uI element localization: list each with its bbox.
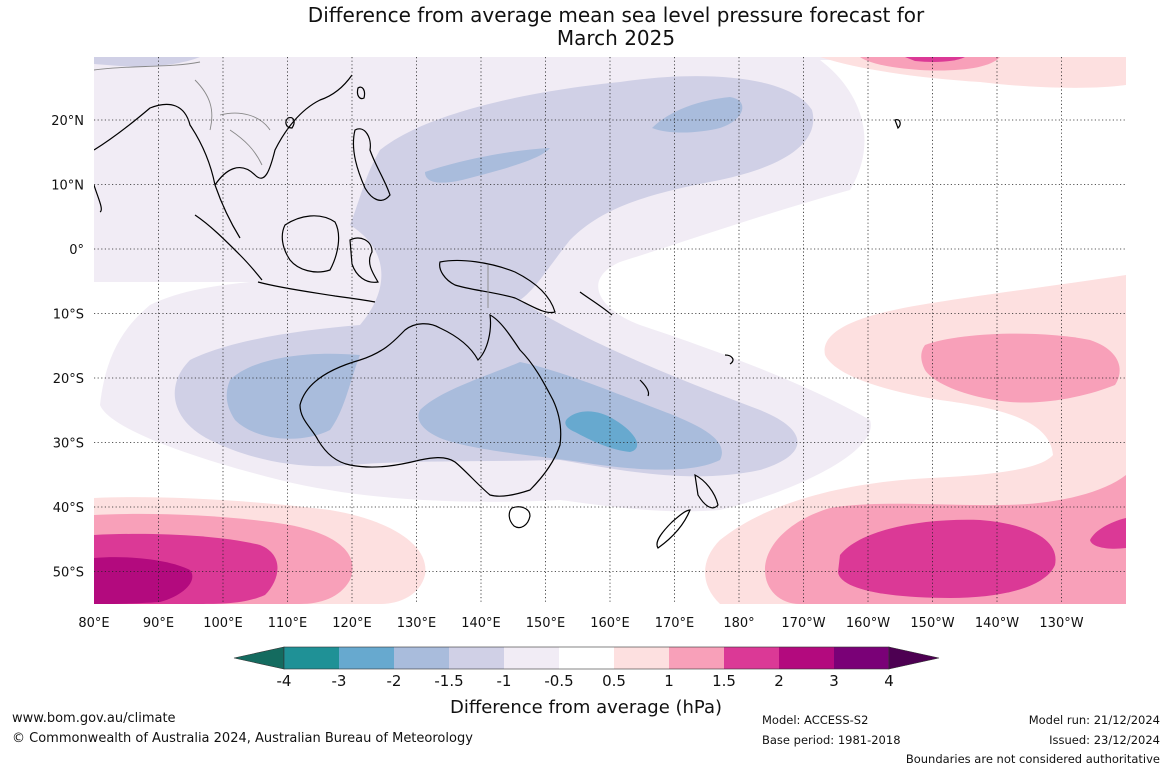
colorbar-title: Difference from average (hPa) <box>450 697 722 718</box>
colorbar-tick-label: 4 <box>884 672 894 690</box>
philippines-coastline <box>352 128 391 201</box>
copyright-text: © Commonwealth of Australia 2024, Austra… <box>12 731 473 746</box>
longitude-label: 170°W <box>781 616 825 631</box>
longitude-labels: 80°E 90°E 100°E 110°E 120°E 130°E 140°E 150°E 16… <box>78 616 1083 631</box>
latitude-label: 0° <box>69 243 84 258</box>
coastlines <box>94 74 901 549</box>
anomaly-region-negative-2-tasman <box>565 411 638 452</box>
colorbar-segment <box>394 647 449 669</box>
sumatra-java-coastline <box>194 214 376 303</box>
sulawesi-coastline <box>349 237 379 283</box>
colorbar-segment <box>724 647 779 669</box>
taiwan-hainan-coastline <box>285 86 366 129</box>
anomaly-region-positive-15-southeast <box>838 519 1056 598</box>
anomaly-region-positive-2-southwest <box>94 557 193 604</box>
graticule <box>94 57 1126 604</box>
model-run-text: Model run: 21/12/2024 <box>1028 713 1160 727</box>
pacific-islands-coastline <box>579 119 901 397</box>
colorbar-tick-label: 2 <box>774 672 784 690</box>
new-guinea-coastline <box>439 259 556 314</box>
anomaly-region-negative-05-west <box>94 57 260 218</box>
colorbar-segment <box>504 647 559 669</box>
longitude-label: 160°W <box>846 616 890 631</box>
colorbar-tick-label: -0.5 <box>544 672 573 690</box>
latitude-label: 20°S <box>53 372 84 387</box>
longitude-label: 130°W <box>1039 616 1083 631</box>
base-period-text: Base period: 1981-2018 <box>762 733 901 747</box>
anomaly-region-negative-15-west-australia <box>226 353 360 439</box>
issued-text: Issued: 23/12/2024 <box>1049 733 1160 747</box>
tasmania-coastline <box>508 506 531 529</box>
longitude-label: 120°E <box>332 616 372 631</box>
colorbar-tick-label: -1 <box>497 672 512 690</box>
colorbar-segment <box>779 647 834 669</box>
anomaly-region-positive-15-north <box>905 57 965 62</box>
anomaly-region-positive-15-far-east <box>1090 518 1126 549</box>
colorbar-segment <box>339 647 394 669</box>
new-zealand-coastline <box>656 473 719 549</box>
anomaly-region-negative-15-north <box>425 148 550 183</box>
colorbar-segment <box>559 647 614 669</box>
longitude-label: 140°E <box>461 616 501 631</box>
latitude-label: 40°S <box>53 501 84 516</box>
colorbar-max-extension <box>888 646 940 670</box>
latitude-label: 20°N <box>51 114 84 129</box>
latitude-labels: 20°N 10°N 0° 10°S 20°S 30°S 40°S 50°S <box>51 114 84 581</box>
anomaly-region-positive-1-north <box>860 57 1000 71</box>
latitude-label: 50°S <box>53 566 84 581</box>
colorbar-tick-label: -2 <box>387 672 402 690</box>
longitude-label: 110°E <box>268 616 308 631</box>
asia-mainland-coastline <box>94 74 353 239</box>
colorbar-tick-label: 1.5 <box>712 672 736 690</box>
colorbar-tick-label: -4 <box>277 672 292 690</box>
longitude-label: 180° <box>723 616 754 631</box>
title-line-2: March 2025 <box>556 26 676 50</box>
colorbar-tick-label: 0.5 <box>602 672 626 690</box>
disclaimer-text: Boundaries are not considered authoritat… <box>905 752 1160 766</box>
mainland-borders <box>94 61 271 166</box>
colorbar-frame <box>283 646 890 670</box>
longitude-label: 170°E <box>655 616 695 631</box>
title-line-1: Difference from average mean sea level p… <box>307 3 925 27</box>
colorbar-tick-label: -1.5 <box>434 672 463 690</box>
colorbar-tick-label: -3 <box>332 672 347 690</box>
longitude-label: 90°E <box>143 616 174 631</box>
colorbar-segment <box>669 647 724 669</box>
longitude-label: 100°E <box>203 616 243 631</box>
longitude-label: 130°E <box>397 616 437 631</box>
anomaly-region-positive-1-southpacific <box>921 333 1120 403</box>
longitude-label: 150°E <box>526 616 566 631</box>
colorbar-segment <box>449 647 504 669</box>
latitude-label: 10°S <box>53 308 84 323</box>
longitude-label: 150°W <box>910 616 954 631</box>
australia-coastline <box>299 313 562 497</box>
longitude-label: 140°W <box>975 616 1019 631</box>
anomaly-region-negative-1-north <box>94 57 200 67</box>
website-text: www.bom.gov.au/climate <box>12 711 176 726</box>
country-borders <box>94 61 489 308</box>
colorbar-segment <box>834 647 889 669</box>
colorbar-min-extension <box>233 646 285 670</box>
model-text: Model: ACCESS-S2 <box>762 713 869 727</box>
colorbar-segment <box>284 647 339 669</box>
borneo-coastline <box>281 215 340 273</box>
colorbar-segment <box>614 647 669 669</box>
latitude-label: 10°N <box>51 179 84 194</box>
anomaly-region-negative-15-northeast <box>652 97 743 133</box>
latitude-label: 30°S <box>53 437 84 452</box>
colorbar-tick-label: 1 <box>664 672 674 690</box>
colorbar: -4 -3 -2 -1.5 -1 -0.5 0.5 1 1.5 2 3 4 <box>233 646 940 690</box>
colorbar-tick-label: 3 <box>829 672 839 690</box>
longitude-label: 80°E <box>78 616 109 631</box>
longitude-label: 160°E <box>590 616 630 631</box>
pressure-anomaly-fields <box>94 57 1126 604</box>
map-title: Difference from average mean sea level p… <box>0 4 1173 50</box>
